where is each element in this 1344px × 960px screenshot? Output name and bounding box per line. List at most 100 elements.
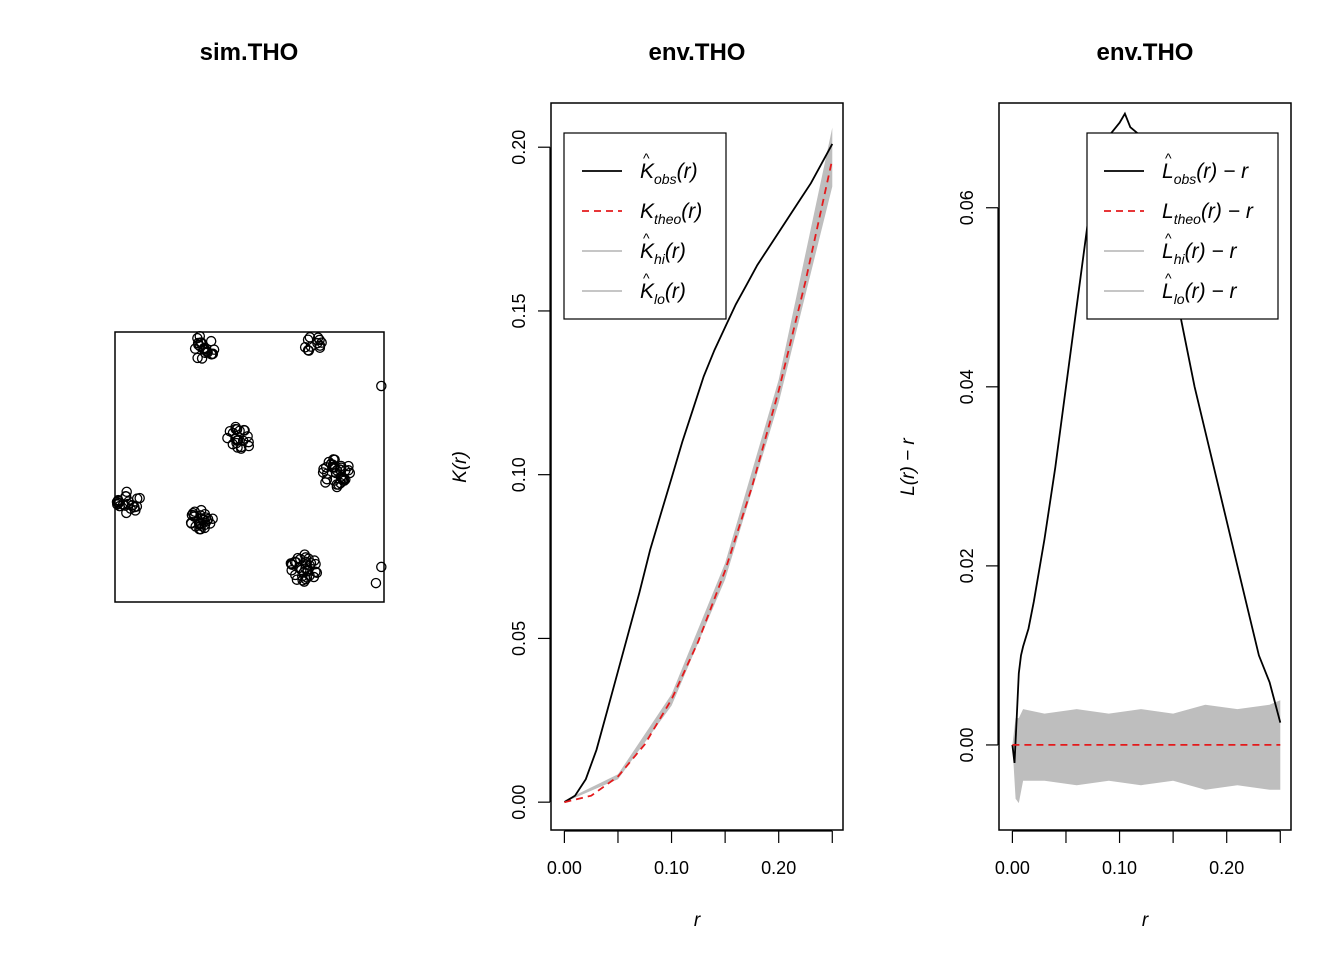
legend-label-lo: Klo(r) [640,280,686,307]
point-177 [376,561,387,573]
legend-hat-obs: ^ [643,150,650,166]
point-33 [305,341,317,352]
point-55 [243,436,254,448]
legend-label-theo: Ktheo(r) [640,200,702,227]
series-obs-line [1011,111,1282,764]
point-156 [310,558,321,570]
legend-label-theo: Ltheo(r) − r [1162,200,1254,227]
y-tick-label-0: 0.00 [509,785,529,820]
legend-label-obs: Lobs(r) − r [1162,160,1249,187]
l-x-axis-label: r [1142,910,1149,931]
point-172 [308,571,320,583]
point-87 [329,462,340,473]
point-46 [231,424,243,435]
x-tick-label-1: 0.10 [1102,858,1137,878]
l-x-axis: 0.00 0.10 0.20 [995,830,1281,878]
k-x-axis: 0.00 0.10 0.20 [547,830,833,878]
point-91 [320,462,332,473]
point-48 [239,425,250,436]
point-32 [312,337,323,349]
point-11 [201,346,213,357]
k-legend-box [563,132,727,320]
x-tick-label-0: 0.00 [995,858,1030,878]
point-83 [336,462,347,473]
point-178 [370,577,382,589]
point-86 [336,472,348,484]
panel2-title: env.THO [649,39,746,66]
point-174 [296,564,307,576]
legend-label-lo: Llo(r) − r [1162,280,1238,307]
legend-label-hi: Khi(r) [640,240,686,267]
panel1-title: sim.THO [200,39,299,66]
point-19 [193,339,204,351]
point-125 [189,506,201,518]
l-series-layer [1011,111,1282,764]
point-85 [321,468,333,479]
point-29 [312,332,324,343]
point-137 [199,522,210,534]
l-y-axis: 0.00 0.02 0.04 0.06 [957,190,999,762]
window-frame [114,331,385,603]
point-25 [302,334,314,345]
y-tick-label-3: 0.06 [957,190,977,225]
k-y-axis: 0.00 0.05 0.10 0.15 0.20 [509,130,551,820]
point-18 [207,348,218,360]
point-78 [329,454,340,466]
l-function-panel: env.THO 0.00 0.10 0.20 0.000.020.040.06 r … [898,39,1292,931]
point-112 [123,496,134,507]
point-135 [188,511,200,522]
point-167 [310,566,321,578]
l-plot-frame [998,102,1292,831]
point-108 [127,500,138,511]
x-tick-label-0: 0.00 [547,858,582,878]
point-140 [185,517,197,529]
point-23 [299,341,311,353]
point-layer [111,331,387,589]
point-162 [291,574,303,585]
y-tick-label-4: 0.20 [509,130,529,165]
k-series-layer [563,143,834,804]
point-110 [134,492,145,504]
series-theo-line [564,159,834,804]
point-54 [235,443,247,454]
point-170 [300,556,312,568]
point-175 [303,553,314,564]
point-47 [230,421,241,433]
legend-hat-lo: ^ [1165,270,1172,286]
k-function-panel: env.THO 0.00 0.10 0.20 0.00 0.05 0.10 0.15 0.2… [450,39,844,931]
panel3-title: env.THO [1097,39,1194,66]
legend-hat-hi: ^ [1165,230,1172,246]
point-169 [286,559,297,570]
legend-hat-hi: ^ [643,230,650,246]
point-127 [196,504,207,516]
x-tick-label-2: 0.20 [1209,858,1244,878]
point-80 [321,473,333,485]
y-tick-label-3: 0.15 [509,293,529,328]
y-tick-label-1: 0.02 [957,548,977,583]
series-obs-line [563,143,834,803]
legend-label-hi: Lhi(r) − r [1162,240,1238,267]
l-y-axis-label: L(r) − r [898,438,919,496]
point-90 [338,475,350,487]
point-50 [242,431,253,442]
y-tick-label-1: 0.05 [509,621,529,656]
point-166 [301,572,313,583]
y-tick-label-0: 0.00 [957,727,977,762]
x-tick-label-1: 0.10 [654,858,689,878]
point-115 [120,491,131,502]
point-21 [196,337,207,348]
point-173 [295,553,306,565]
legend-hat-lo: ^ [643,270,650,286]
point-42 [222,432,233,444]
legend-hat-obs: ^ [1165,150,1172,166]
k-plot-frame [550,102,844,831]
k-y-axis-label: K(r) [450,451,471,483]
y-tick-label-2: 0.04 [957,369,977,404]
l-legend-box [1086,132,1279,320]
point-106 [121,486,132,498]
l-envelope-layer [1012,700,1281,804]
envelope-band [1012,700,1281,804]
point-141 [198,514,209,526]
